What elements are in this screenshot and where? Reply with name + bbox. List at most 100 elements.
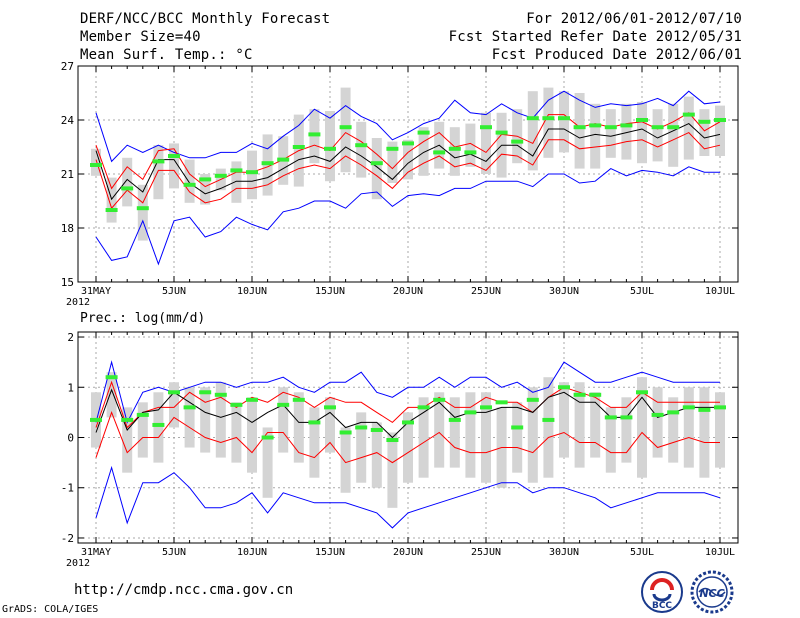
prec-median-mark [542, 417, 555, 422]
prec-x-tick-label: 31MAY [81, 547, 111, 558]
prec-median-mark [168, 390, 180, 395]
temp-y-tick-label: 24 [61, 114, 75, 127]
prec-median-mark [121, 417, 134, 422]
prec-median-mark [448, 417, 461, 422]
temp-median-mark [121, 186, 134, 191]
temp-median-mark [573, 125, 586, 130]
prec-spread-box [403, 412, 413, 483]
prec-median-mark [292, 397, 305, 402]
prec-spread-box [215, 382, 226, 458]
prec-x-tick-label: 5JUN [162, 547, 186, 558]
prec-spread-box [699, 387, 710, 478]
fcst-start-date: Fcst Started Refer Date 2012/05/31 [448, 29, 742, 45]
temp-median-mark [526, 116, 539, 121]
temp-median-mark [651, 125, 664, 130]
temp-y-tick-label: 21 [61, 168, 74, 181]
temp-median-mark [604, 125, 617, 130]
temp-spread-box [668, 103, 679, 167]
prec-median-mark [511, 425, 524, 430]
temp-x-tick-label: 5JUL [630, 286, 654, 297]
temp-y-tick-label: 18 [61, 222, 74, 235]
prec-x-tick-label: 10JUN [237, 547, 267, 558]
header-right: For 2012/06/01-2012/07/10 Fcst Started R… [449, 10, 742, 64]
temp-median-mark [464, 150, 477, 155]
prec-spread-box [262, 427, 273, 498]
prec-spread-box [668, 397, 679, 463]
prec-median-mark [682, 405, 695, 410]
temp-spread-box [371, 138, 382, 200]
temp-spread-box [621, 103, 632, 160]
forecast-period: For 2012/06/01-2012/07/10 [526, 11, 742, 27]
temp-spread-box [231, 161, 242, 203]
temp-median-mark [308, 132, 321, 137]
prec-y-tick-label: 1 [67, 381, 74, 394]
temp-spread-box [605, 109, 616, 158]
temp-median-mark [480, 125, 492, 130]
prec-spread-box [137, 402, 148, 458]
temp-spread-box [683, 96, 694, 160]
prec-y-tick-label: 2 [67, 331, 74, 344]
temp-median-mark [542, 116, 555, 121]
temp-x-tick-label: 5JUN [162, 286, 186, 297]
prec-spread-box [559, 382, 569, 458]
prec-x-year-label: 2012 [66, 558, 90, 569]
temp-spread-box [481, 112, 491, 174]
temp-median-mark [230, 168, 243, 173]
prec-spread-box [356, 412, 367, 483]
prec-spread-box [481, 392, 491, 483]
prec-y-tick-label: -1 [61, 482, 74, 495]
temp-spread-box [418, 127, 429, 176]
prec-x-tick-label: 15JUN [315, 547, 345, 558]
temp-median-mark [183, 182, 196, 187]
prec-spread-box [465, 392, 476, 478]
temp-x-tick-label: 15JUN [315, 286, 345, 297]
prec-spread-box [683, 387, 694, 468]
temp-median-mark [511, 139, 524, 144]
prec-spread-box [574, 382, 585, 468]
temp-y-tick-label: 15 [61, 276, 74, 289]
prec-median-mark [199, 390, 212, 395]
prec-median-mark [604, 415, 617, 420]
temp-x-tick-label: 25JUN [471, 286, 501, 297]
prec-spread-box [371, 422, 382, 488]
model-title: DERF/NCC/BCC Monthly Forecast [80, 11, 331, 27]
temp-spread-box [652, 109, 663, 162]
temp-spread-box [449, 127, 460, 176]
temp-median-mark [246, 170, 258, 175]
temp-spread-box [465, 123, 476, 167]
prec-spread-box [169, 382, 179, 428]
prec-median-mark [370, 427, 383, 432]
temp-median-mark [417, 130, 430, 135]
prec-median-mark [261, 435, 274, 440]
prec-y-tick-label: -2 [61, 532, 74, 545]
source-url[interactable]: http://cmdp.ncc.cma.gov.cn [74, 582, 294, 598]
temp-median-mark [199, 177, 212, 182]
temp-median-mark [214, 173, 227, 178]
prec-median-mark [698, 407, 711, 412]
temp-median-mark [558, 116, 570, 121]
temp-median-mark [355, 143, 368, 148]
prec-spread-box [621, 397, 632, 463]
prec-chart-title: Prec.: log(mm/d) [80, 311, 205, 326]
temp-median-mark [324, 146, 336, 151]
temp-spread-box [699, 109, 710, 156]
prec-chart: -2 -1 0 1 2 31MAY 5JUN 10JUN 15JUN 20JUN 25JUN 30JU… [61, 311, 739, 569]
temp-spread-box [91, 148, 101, 176]
prec-spread-box [231, 402, 242, 463]
prec-median-mark [339, 430, 352, 435]
prec-spread-box [153, 392, 164, 463]
prec-median-mark [90, 417, 102, 422]
prec-median-mark [324, 405, 336, 410]
temp-median-mark [433, 150, 446, 155]
temp-spread-box [543, 87, 554, 158]
prec-median-mark [573, 392, 586, 397]
temp-median-mark [714, 118, 726, 122]
temp-y-tick-label: 27 [61, 60, 74, 73]
prec-median-mark [355, 425, 368, 430]
prec-spread-box [247, 397, 257, 473]
temp-spread-box [574, 93, 585, 169]
prec-x-tick-label: 25JUN [471, 547, 501, 558]
prec-median-mark [620, 415, 633, 420]
prec-spread-box [293, 392, 304, 463]
prec-spread-box [122, 407, 133, 473]
